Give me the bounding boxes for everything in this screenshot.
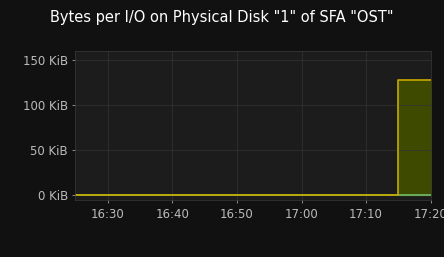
Text: Bytes per I/O on Physical Disk "1" of SFA "OST": Bytes per I/O on Physical Disk "1" of SF… <box>50 10 394 25</box>
Legend: Controller 0, Controller 1: Controller 0, Controller 1 <box>81 254 308 257</box>
